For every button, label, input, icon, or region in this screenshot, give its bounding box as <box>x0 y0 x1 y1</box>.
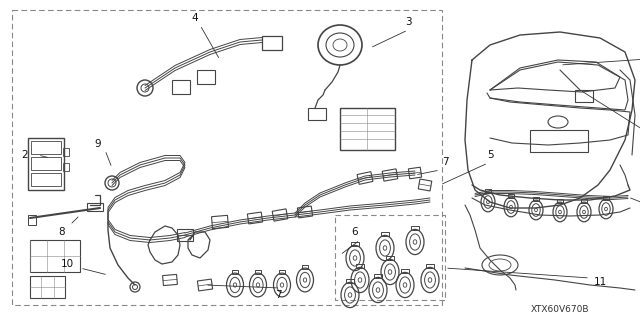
Bar <box>387 256 394 260</box>
Bar <box>581 199 587 203</box>
Bar <box>232 270 239 274</box>
Bar <box>308 108 326 120</box>
Bar <box>255 270 261 274</box>
Bar <box>12 10 442 305</box>
Text: 2: 2 <box>22 150 28 160</box>
Bar <box>211 215 228 229</box>
Text: 4: 4 <box>192 13 198 23</box>
Bar <box>604 197 609 200</box>
Bar <box>63 148 69 156</box>
Bar <box>87 203 103 211</box>
Bar <box>30 276 65 298</box>
Bar <box>163 274 177 286</box>
Bar <box>382 169 398 181</box>
Bar <box>340 108 395 150</box>
Bar <box>530 130 588 152</box>
Text: 3: 3 <box>404 17 412 27</box>
Bar <box>197 279 212 291</box>
Text: 5: 5 <box>486 150 493 160</box>
Bar <box>63 163 69 171</box>
Bar <box>298 206 312 218</box>
Bar <box>381 232 388 236</box>
Bar <box>197 70 215 84</box>
Bar <box>418 179 432 191</box>
Text: 8: 8 <box>59 227 65 237</box>
Bar <box>30 240 80 272</box>
Bar <box>374 274 381 278</box>
Bar <box>301 265 308 269</box>
Bar <box>262 36 282 50</box>
Text: 9: 9 <box>95 139 101 149</box>
Bar <box>351 242 358 246</box>
Bar <box>346 279 353 283</box>
Bar <box>177 229 193 241</box>
Text: 10: 10 <box>60 259 74 269</box>
Text: 6: 6 <box>352 227 358 237</box>
Bar <box>401 269 408 273</box>
Text: XTX60V670B: XTX60V670B <box>531 306 589 315</box>
Bar <box>335 215 445 300</box>
Bar <box>533 197 539 201</box>
Bar <box>412 226 419 230</box>
Text: 7: 7 <box>442 157 448 167</box>
Bar <box>31 173 61 186</box>
Bar <box>172 80 190 94</box>
Bar <box>28 138 64 190</box>
Bar <box>278 270 285 274</box>
Bar <box>557 199 563 203</box>
Bar <box>31 141 61 154</box>
Text: 11: 11 <box>593 277 607 287</box>
Bar <box>248 212 262 224</box>
Text: 7: 7 <box>275 290 282 300</box>
Bar <box>575 90 593 102</box>
Bar <box>357 172 373 184</box>
Bar <box>28 215 36 225</box>
Bar <box>408 167 422 179</box>
Bar <box>272 209 288 221</box>
Bar <box>485 189 491 193</box>
Bar <box>426 264 434 268</box>
Bar <box>356 264 364 268</box>
Bar <box>31 157 61 170</box>
Bar <box>508 194 514 198</box>
